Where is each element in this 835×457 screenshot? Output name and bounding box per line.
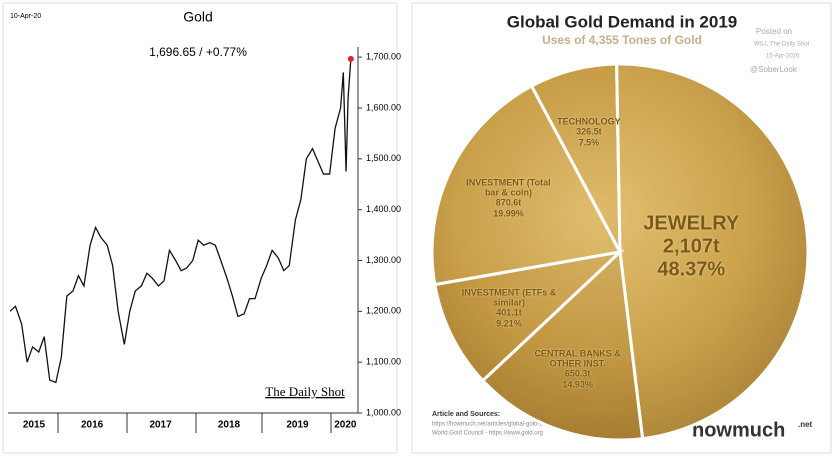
y-tick-label: 1,700.00 <box>366 52 401 62</box>
x-tick-label: 2017 <box>149 420 172 431</box>
y-tick-label: 1,200.00 <box>366 306 401 316</box>
slice-tonnes: 650.3t <box>564 368 591 379</box>
slice-tonnes: 870.6t <box>495 197 522 208</box>
right-frame <box>411 2 832 454</box>
slice-label: INVESTMENT (ETFs & similar) 401.1t 9.21% <box>462 287 557 328</box>
slice-label: CENTRAL BANKS & OTHER INST. 650.3t 14.93% <box>530 348 625 389</box>
pie-slice <box>433 249 625 383</box>
price-line <box>9 58 352 384</box>
slice-label-text: INVESTMENT (ETFs & similar) <box>461 286 557 308</box>
posted: 15-Apr-2020 <box>766 54 800 60</box>
slice-percent: 9.21% <box>496 317 522 328</box>
x-tick-label: 2019 <box>286 420 309 431</box>
slice-percent: 48.37% <box>657 258 726 281</box>
slice-label: INVESTMENT (Total bar & coin) 870.6t 19.99… <box>461 177 556 218</box>
footer: World Gold Council - https://www.gold.or… <box>432 431 543 437</box>
pie-slice <box>430 84 623 287</box>
slice-label-text: JEWELRY <box>643 212 740 235</box>
pie-slice <box>480 248 645 442</box>
slice-tonnes: 326.5t <box>576 126 602 137</box>
footer: Article and Sources: <box>432 411 500 418</box>
y-tick-label: 1,400.00 <box>366 204 401 214</box>
y-tick-label: 1,300.00 <box>366 255 401 265</box>
pie-slice <box>615 62 810 441</box>
y-tick-label: 1,000.00 <box>366 407 401 417</box>
slice-label: JEWELRY 2,107t 48.37% <box>611 213 771 282</box>
slice-label-text: TECHNOLOGY <box>557 116 621 127</box>
x-tick-label: 2016 <box>81 420 104 431</box>
posted: WSJ, The Daily Shot <box>754 42 810 48</box>
year-separators <box>57 413 332 433</box>
last-point <box>347 55 354 62</box>
slice-percent: 19.99% <box>493 207 524 218</box>
x-tick-label: 2018 <box>218 420 241 431</box>
y-tick-label: 1,100.00 <box>366 357 401 367</box>
y-tick-label: 1,600.00 <box>366 102 401 112</box>
y-tick-label: 1,500.00 <box>366 153 401 163</box>
footer: https://howmuch.net/articles/global-gold… <box>432 422 577 428</box>
chart-title: Gold <box>183 9 213 25</box>
x-tick-label: 2020 <box>334 420 357 431</box>
logo: howmuch <box>692 419 785 441</box>
posted: Posted on <box>756 27 792 36</box>
pie-subtitle: Uses of 4,355 Tones of Gold <box>542 33 702 47</box>
slice-percent: 14.93% <box>562 378 593 389</box>
source: The Daily Shot <box>265 384 345 399</box>
date-label: 10-Apr-20 <box>10 13 41 20</box>
posted: @SoberLook <box>750 65 798 74</box>
annotation: 1,696.65 / +0.77% <box>149 45 247 59</box>
slice-label: TECHNOLOGY 326.5t 7.5% <box>541 116 636 147</box>
slice-tonnes: 2,107t <box>662 235 720 258</box>
slice-label-text: CENTRAL BANKS & OTHER INST. <box>534 347 621 369</box>
slice-label-text: INVESTMENT (Total bar & coin) <box>466 176 551 198</box>
x-tick-label: 2015 <box>23 420 46 431</box>
left-frame <box>2 2 398 454</box>
slice-tonnes: 401.1t <box>496 307 522 318</box>
logo-suffix: .net <box>798 420 813 429</box>
slice-percent: 7.5% <box>578 137 600 148</box>
pie-title: Global Gold Demand in 2019 <box>507 12 738 31</box>
